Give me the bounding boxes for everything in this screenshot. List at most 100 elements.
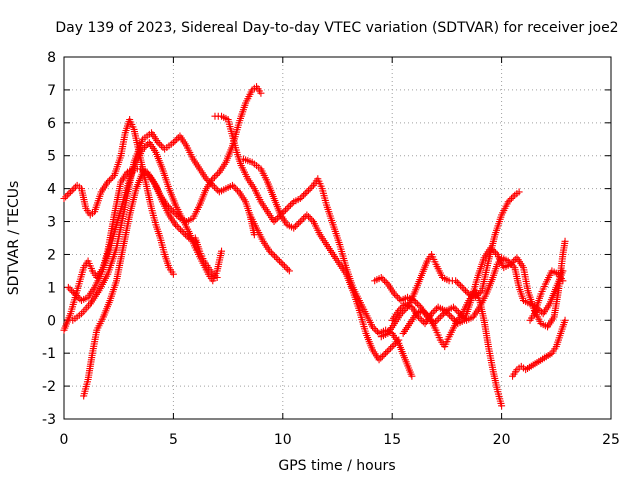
data-point-marker: [383, 348, 391, 356]
data-point-marker: [210, 183, 218, 191]
data-point-marker: [446, 311, 454, 319]
data-point-marker: [510, 257, 518, 265]
y-tick-label: -1: [42, 346, 56, 362]
data-point-marker: [290, 224, 298, 232]
data-point-marker: [173, 135, 181, 143]
y-tick-label: 2: [47, 247, 56, 263]
series-track-8: [246, 211, 293, 275]
plot-frame: [63, 56, 612, 420]
data-point-marker: [172, 221, 180, 229]
data-point-marker: [288, 199, 296, 207]
data-point-marker: [173, 211, 181, 219]
data-point-marker: [270, 218, 278, 226]
data-point-marker: [71, 290, 79, 298]
series-track-7: [239, 155, 403, 364]
data-point-marker: [420, 308, 428, 316]
data-point-marker: [257, 89, 265, 97]
data-point-marker: [507, 195, 515, 203]
data-point-marker: [492, 249, 500, 257]
data-point-marker: [279, 260, 287, 268]
data-point-marker: [396, 305, 404, 313]
data-point-marker: [202, 175, 210, 183]
data-point-marker: [305, 213, 313, 221]
data-point-marker: [370, 325, 378, 332]
x-tick-label: 15: [383, 432, 401, 448]
data-point-marker: [285, 203, 293, 211]
data-point-marker: [306, 185, 314, 193]
data-point-marker: [301, 190, 309, 198]
data-point-marker: [415, 301, 423, 309]
data-point-marker: [169, 270, 177, 278]
data-point-marker: [390, 341, 398, 349]
data-point-marker: [171, 209, 179, 217]
x-tick-label: 0: [60, 432, 69, 448]
data-point-marker: [393, 338, 401, 346]
series-track-14: [526, 267, 567, 324]
data-point-marker: [394, 293, 402, 301]
data-point-marker: [177, 226, 185, 234]
data-point-marker: [67, 188, 75, 196]
y-tick-label: -3: [42, 412, 56, 428]
data-point-marker: [266, 247, 274, 255]
data-point-marker: [272, 216, 280, 224]
data-point-marker: [381, 277, 389, 285]
y-axis-label: SDTVAR / TECUs: [6, 181, 22, 296]
data-point-marker: [418, 316, 426, 324]
data-point-marker: [62, 193, 70, 201]
data-point-marker: [380, 351, 388, 359]
data-point-marker: [291, 222, 299, 230]
data-point-marker: [285, 267, 293, 275]
data-point-marker: [156, 140, 164, 148]
data-point-marker: [272, 254, 280, 262]
data-point-marker: [382, 278, 390, 286]
data-point-marker: [282, 206, 290, 214]
data-point-marker: [561, 237, 569, 245]
y-tick-label: 0: [47, 313, 56, 329]
data-point-marker: [506, 196, 514, 204]
data-point-marker: [66, 285, 74, 293]
data-point-marker: [431, 306, 439, 314]
data-point-marker: [105, 176, 113, 184]
data-point-marker: [395, 306, 403, 314]
x-tick-label: 5: [169, 432, 178, 448]
data-point-marker: [283, 204, 291, 212]
data-point-marker: [308, 216, 316, 224]
gridlines: [64, 57, 611, 419]
data-point-marker: [230, 183, 238, 191]
data-point-marker: [435, 315, 443, 323]
data-point-marker: [69, 288, 77, 296]
data-point-marker: [300, 191, 308, 199]
data-point-marker: [490, 247, 498, 255]
data-point-marker: [212, 185, 220, 193]
data-point-marker: [298, 216, 306, 224]
series-track-5: [80, 168, 199, 400]
series-track-15: [191, 234, 221, 281]
data-point-marker: [559, 277, 567, 285]
data-point-marker: [422, 310, 430, 318]
data-point-marker: [171, 137, 179, 145]
data-point-marker: [286, 201, 294, 209]
data-point-marker: [488, 246, 496, 254]
data-point-marker: [382, 349, 390, 357]
data-point-marker: [509, 193, 517, 201]
data-point-marker: [280, 262, 288, 270]
data-point-marker: [515, 188, 523, 196]
data-point-marker: [375, 356, 383, 364]
data-point-marker: [233, 186, 241, 194]
data-point-marker: [408, 372, 416, 380]
y-tick-label: 4: [47, 182, 56, 198]
data-point-marker: [390, 290, 398, 298]
data-point-marker: [506, 260, 514, 268]
data-point-marker: [206, 178, 214, 186]
data-point-marker: [157, 142, 165, 150]
data-point-marker: [451, 305, 459, 313]
data-point-marker: [218, 247, 226, 255]
data-point-marker: [303, 211, 311, 219]
data-point-marker: [379, 275, 387, 283]
data-point-marker: [178, 227, 186, 235]
data-point-marker: [213, 273, 221, 281]
data-point-marker: [452, 277, 460, 285]
data-point-marker: [274, 255, 282, 263]
y-tick-label: 8: [47, 50, 56, 66]
data-point-marker: [70, 185, 78, 193]
